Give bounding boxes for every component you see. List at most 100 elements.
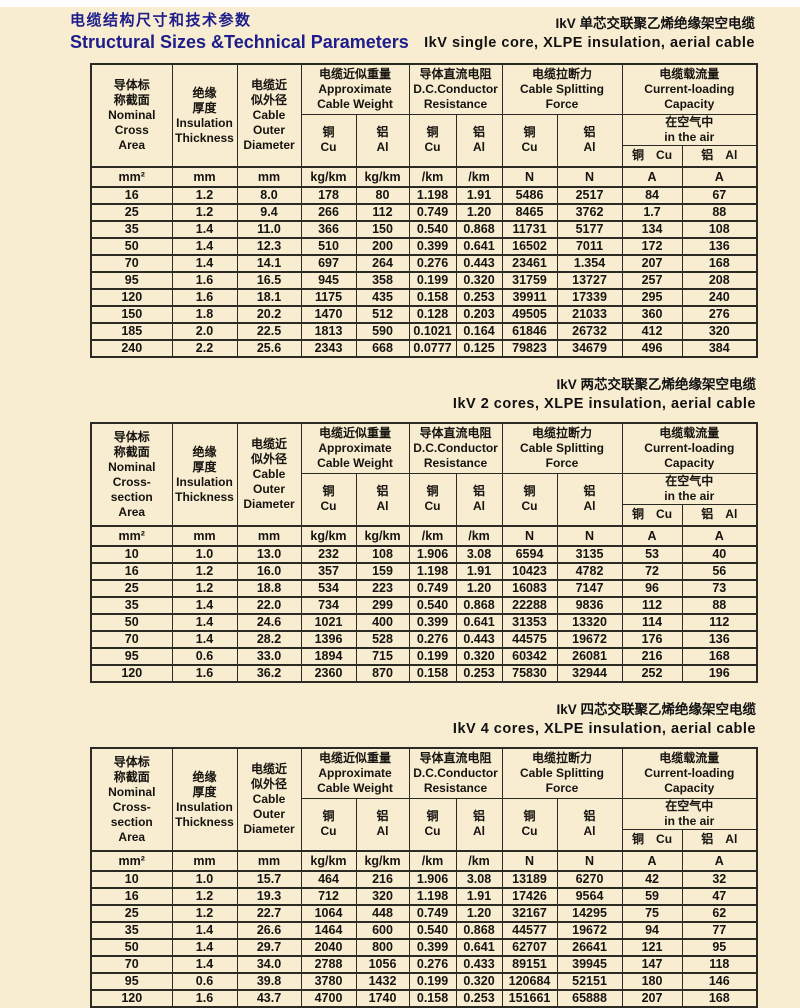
col-header-area: 导体标 称截面 Nominal Cross Area [90, 63, 173, 168]
table-row: 35 1.4 26.6 1464 600 0.540 0.868 44577 19672 94 77 [90, 921, 758, 940]
table-cell: 1.2 [171, 203, 238, 222]
table-cell: 95 [90, 647, 173, 666]
table-cell: 10423 [501, 562, 558, 581]
table-cell: 77 [681, 921, 758, 940]
table-cell: 2343 [300, 339, 357, 358]
cable-table-single-core: 导体标 称截面 Nominal Cross Area 绝缘 厚度 Insulat… [90, 63, 759, 358]
table-cell: 0.320 [455, 647, 503, 666]
col-header-resistance-cu: 铜 Cu [408, 113, 457, 168]
table-cell: 17339 [556, 288, 623, 307]
table-cell: 232 [300, 545, 357, 564]
unit-cell: /km [408, 850, 457, 872]
col-header-force-group: 电缆拉断力 Cable Splitting Force [501, 747, 623, 799]
table-cell: 3762 [556, 203, 623, 222]
table-cell: 36.2 [236, 664, 302, 683]
table-cell: 207 [621, 989, 683, 1008]
table-cell: 25 [90, 203, 173, 222]
header-row-capacity-metal: 铜 Cu 铝 Al [91, 144, 758, 168]
table-row: 50 1.4 12.3 510 200 0.399 0.641 16502 7011 172 136 [90, 237, 758, 256]
table-cell: 0.276 [408, 630, 457, 649]
table-cell: 800 [355, 938, 410, 957]
unit-cell: A [621, 166, 683, 188]
table-row: 240 2.2 25.6 2343 668 0.0777 0.125 79823 34679 49… [90, 339, 758, 358]
table-cell: 715 [355, 647, 410, 666]
table-cell: 1.20 [455, 904, 503, 923]
table-row: 16 1.2 16.0 357 159 1.198 1.91 10423 4782 72 56 [90, 562, 758, 581]
table-cell: 18.1 [236, 288, 302, 307]
table-body: 16 1.2 8.0 178 80 1.198 1.91 5486 2517 84 67 25 1.2 9… [90, 186, 758, 358]
table3-caption: IkV 四芯交联聚乙烯绝缘架空电缆 IkV 4 cores, XLPE insu… [90, 700, 756, 739]
table-cell: 0.540 [408, 596, 457, 615]
table-cell: 3.08 [455, 870, 503, 889]
table-cell: 384 [681, 339, 758, 358]
table-row: 95 1.6 16.5 945 358 0.199 0.320 31759 13727 257 20… [90, 271, 758, 290]
table-cell: 0.399 [408, 613, 457, 632]
table-cell: 121 [621, 938, 683, 957]
unit-cell: mm [236, 525, 302, 547]
col-header-force-group: 电缆拉断力 Cable Splitting Force [501, 422, 623, 474]
table-cell: 366 [300, 220, 357, 239]
table-cell: 35 [90, 220, 173, 239]
table-cell: 32167 [501, 904, 558, 923]
table-cell: 50 [90, 938, 173, 957]
table-cell: 31353 [501, 613, 558, 632]
table-cell: 12.3 [236, 237, 302, 256]
col-header-weight-group: 电缆近似重量 Approximate Cable Weight [300, 747, 410, 799]
table-cell: 16502 [501, 237, 558, 256]
table-cell: 0.6 [171, 647, 238, 666]
table-cell: 18.8 [236, 579, 302, 598]
table-cell: 5486 [501, 186, 558, 205]
col-header-resistance-cu: 铜 Cu [408, 472, 457, 527]
table-cell: 13189 [501, 870, 558, 889]
table-cell: 2.0 [171, 322, 238, 341]
table-cell: 1464 [300, 921, 357, 940]
table-body: 10 1.0 15.7 464 216 1.906 3.08 13189 6270 42 32 16 1… [90, 870, 758, 1008]
col-header-force-group: 电缆拉断力 Cable Splitting Force [501, 63, 623, 115]
table-section-single-core: 导体标 称截面 Nominal Cross Area 绝缘 厚度 Insulat… [0, 63, 800, 358]
table-cell: 33.0 [236, 647, 302, 666]
table-cell: 16083 [501, 579, 558, 598]
page-header: 电缆结构尺寸和技术参数 Structural Sizes &Technical … [0, 7, 800, 57]
table-cell: 1.4 [171, 613, 238, 632]
table-cell: 240 [681, 288, 758, 307]
table-cell: 0.320 [455, 271, 503, 290]
table-cell: 0.443 [455, 630, 503, 649]
table-section-4-cores: 导体标 称截面 Nominal Cross-section Area 绝缘 厚度… [0, 747, 800, 1008]
table-cell: 1.354 [556, 254, 623, 273]
table-cell: 88 [681, 596, 758, 615]
table-cell: 1470 [300, 305, 357, 324]
table-cell: 1.4 [171, 938, 238, 957]
table-cell: 60342 [501, 647, 558, 666]
col-header-force-al: 铝 Al [556, 472, 623, 527]
col-header-area: 导体标 称截面 Nominal Cross-section Area [90, 422, 173, 527]
table-cell: 1.4 [171, 921, 238, 940]
col-header-capacity-al: 铝 Al [681, 828, 758, 852]
units-row: mm² mm mm kg/km kg/km/km/km N N A A [90, 166, 758, 188]
table3-caption-zh: IkV 四芯交联聚乙烯绝缘架空电缆 [556, 702, 756, 717]
table-cell: 358 [355, 271, 410, 290]
table2-caption-en: IkV 2 cores, XLPE insulation, aerial cab… [452, 396, 756, 412]
table-cell: 1.2 [171, 579, 238, 598]
table-cell: 50 [90, 613, 173, 632]
table-cell: 0.749 [408, 904, 457, 923]
table-cell: 1894 [300, 647, 357, 666]
unit-cell: mm [236, 166, 302, 188]
unit-cell: A [681, 166, 758, 188]
unit-cell: mm [171, 525, 238, 547]
table-cell: 1.91 [455, 186, 503, 205]
table-row: 25 1.2 18.8 534 223 0.749 1.20 16083 7147 96 73 [90, 579, 758, 598]
table-cell: 151661 [501, 989, 558, 1008]
table-cell: 47 [681, 887, 758, 906]
table-cell: 464 [300, 870, 357, 889]
table-row: 150 1.8 20.2 1470 512 0.128 0.203 49505 21033 360… [90, 305, 758, 324]
table-cell: 600 [355, 921, 410, 940]
table-cell: 24.6 [236, 613, 302, 632]
unit-cell: mm [171, 166, 238, 188]
table-cell: 120 [90, 664, 173, 683]
table-cell: 2360 [300, 664, 357, 683]
table-cell: 1.906 [408, 870, 457, 889]
table-row: 16 1.2 19.3 712 320 1.198 1.91 17426 9564 59 47 [90, 887, 758, 906]
col-header-weight-cu: 铜 Cu [300, 472, 357, 527]
table-cell: 0.868 [455, 596, 503, 615]
table-cell: 11731 [501, 220, 558, 239]
